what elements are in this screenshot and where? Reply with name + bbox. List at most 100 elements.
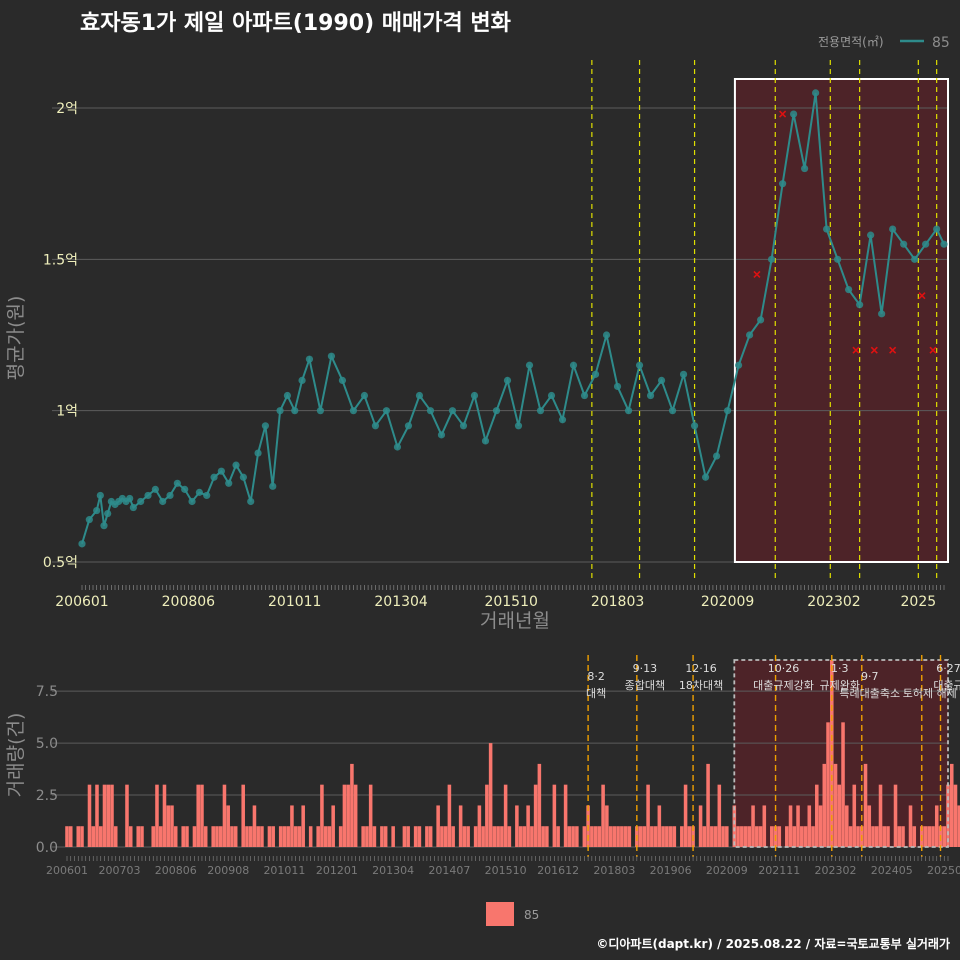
volume-bar — [245, 826, 249, 847]
volume-bar — [113, 826, 118, 847]
volume-bar — [815, 784, 819, 847]
volume-bar — [181, 826, 185, 847]
volume-x-tick-label: 200908 — [207, 864, 249, 877]
policy-date-label: 1·3 — [831, 662, 849, 675]
policy-date-label: 8·2 — [587, 670, 605, 683]
x-tick-label: 201803 — [591, 594, 644, 610]
volume-bar — [222, 784, 227, 847]
volume-bar — [623, 826, 628, 847]
volume-bar — [226, 805, 230, 847]
volume-bar — [282, 826, 287, 847]
volume-x-tick-label: 200806 — [155, 864, 197, 877]
volume-bar — [605, 805, 609, 847]
volume-x-tick-label: 202302 — [815, 864, 857, 877]
y-tick-label: 1억 — [56, 404, 78, 420]
price-point — [768, 255, 776, 263]
volume-bar — [863, 763, 868, 847]
volume-x-tick-label: 201304 — [372, 864, 414, 877]
price-point — [547, 391, 556, 400]
volume-bar — [953, 784, 958, 847]
price-point — [93, 506, 101, 515]
policy-date-label: 6·27 — [936, 662, 960, 675]
volume-bar — [308, 826, 313, 847]
price-point — [613, 382, 622, 391]
volume-bar — [140, 826, 144, 847]
volume-bar — [338, 826, 343, 847]
x-tick-label: 201304 — [374, 594, 428, 610]
volume-bar — [500, 826, 504, 847]
price-point — [210, 473, 218, 481]
volume-bar — [106, 784, 111, 847]
price-point — [470, 391, 479, 400]
volume-bar — [162, 784, 167, 847]
volume-bar — [661, 826, 665, 847]
volume-bar — [957, 805, 960, 847]
price-point — [624, 407, 633, 415]
price-point — [298, 376, 306, 384]
volume-bar — [76, 826, 81, 847]
top-legend: 전용면적(㎡) 85 — [818, 35, 950, 51]
top-price-panel: 0.5억 1억 1.5억 2억 200601 200806 201011 201304 2015… — [43, 60, 949, 610]
volume-bar — [466, 826, 470, 847]
volume-bar — [361, 826, 365, 847]
price-point — [316, 407, 325, 415]
price-point — [96, 491, 104, 500]
cancel-mark — [889, 346, 897, 354]
volume-bar — [218, 826, 223, 847]
price-point — [203, 491, 211, 500]
price-point — [602, 331, 611, 339]
price-point — [823, 225, 831, 233]
volume-bar — [406, 826, 410, 847]
volume-x-tick-label: 201011 — [263, 864, 305, 877]
price-point — [144, 491, 152, 500]
volume-bar — [125, 784, 129, 847]
volume-bar — [65, 826, 69, 847]
volume-bar — [278, 826, 283, 847]
price-point — [254, 449, 262, 457]
volume-bar — [818, 805, 823, 847]
volume-bar — [316, 826, 320, 847]
x-tick-label: 200601 — [55, 594, 108, 610]
volume-bar — [380, 826, 384, 847]
volume-bar — [545, 826, 549, 847]
volume-bar — [758, 826, 763, 847]
cancel-mark — [852, 346, 860, 354]
price-point — [126, 494, 134, 503]
volume-bar — [215, 826, 219, 847]
volume-bar — [848, 826, 853, 847]
policy-date-label: 10·26 — [768, 662, 800, 675]
legend-bar-swatch — [486, 902, 514, 926]
price-point — [591, 370, 600, 378]
volume-bar — [882, 826, 887, 847]
price-point — [261, 422, 270, 430]
volume-bar — [687, 826, 692, 847]
volume-bar — [368, 784, 373, 847]
volume-bar — [402, 826, 407, 847]
volume-bar — [833, 763, 838, 847]
volume-bar — [286, 826, 290, 847]
volume-x-tick-label: 201803 — [593, 864, 635, 877]
volume-bar — [620, 826, 624, 847]
price-point — [104, 509, 112, 518]
volume-bar — [826, 722, 830, 847]
volume-bar — [530, 826, 534, 847]
price-point — [181, 485, 189, 493]
volume-x-tick-label: 202405 — [871, 864, 913, 877]
price-point — [668, 407, 677, 415]
volume-bar — [751, 805, 755, 847]
volume-bar — [710, 826, 714, 847]
policy-date-label: 9·13 — [633, 662, 658, 675]
policy-date-label: 9·7 — [861, 670, 879, 683]
volume-bar — [668, 826, 673, 847]
highlight-border — [733, 78, 949, 563]
price-point — [188, 497, 196, 506]
price-point — [922, 240, 930, 248]
volume-bar — [353, 784, 358, 847]
volume-bar — [91, 826, 96, 847]
volume-bar — [680, 826, 684, 847]
volume-bar — [211, 826, 215, 847]
volume-bar — [391, 826, 395, 847]
volume-bar — [571, 826, 575, 847]
volume-bar — [717, 784, 722, 847]
